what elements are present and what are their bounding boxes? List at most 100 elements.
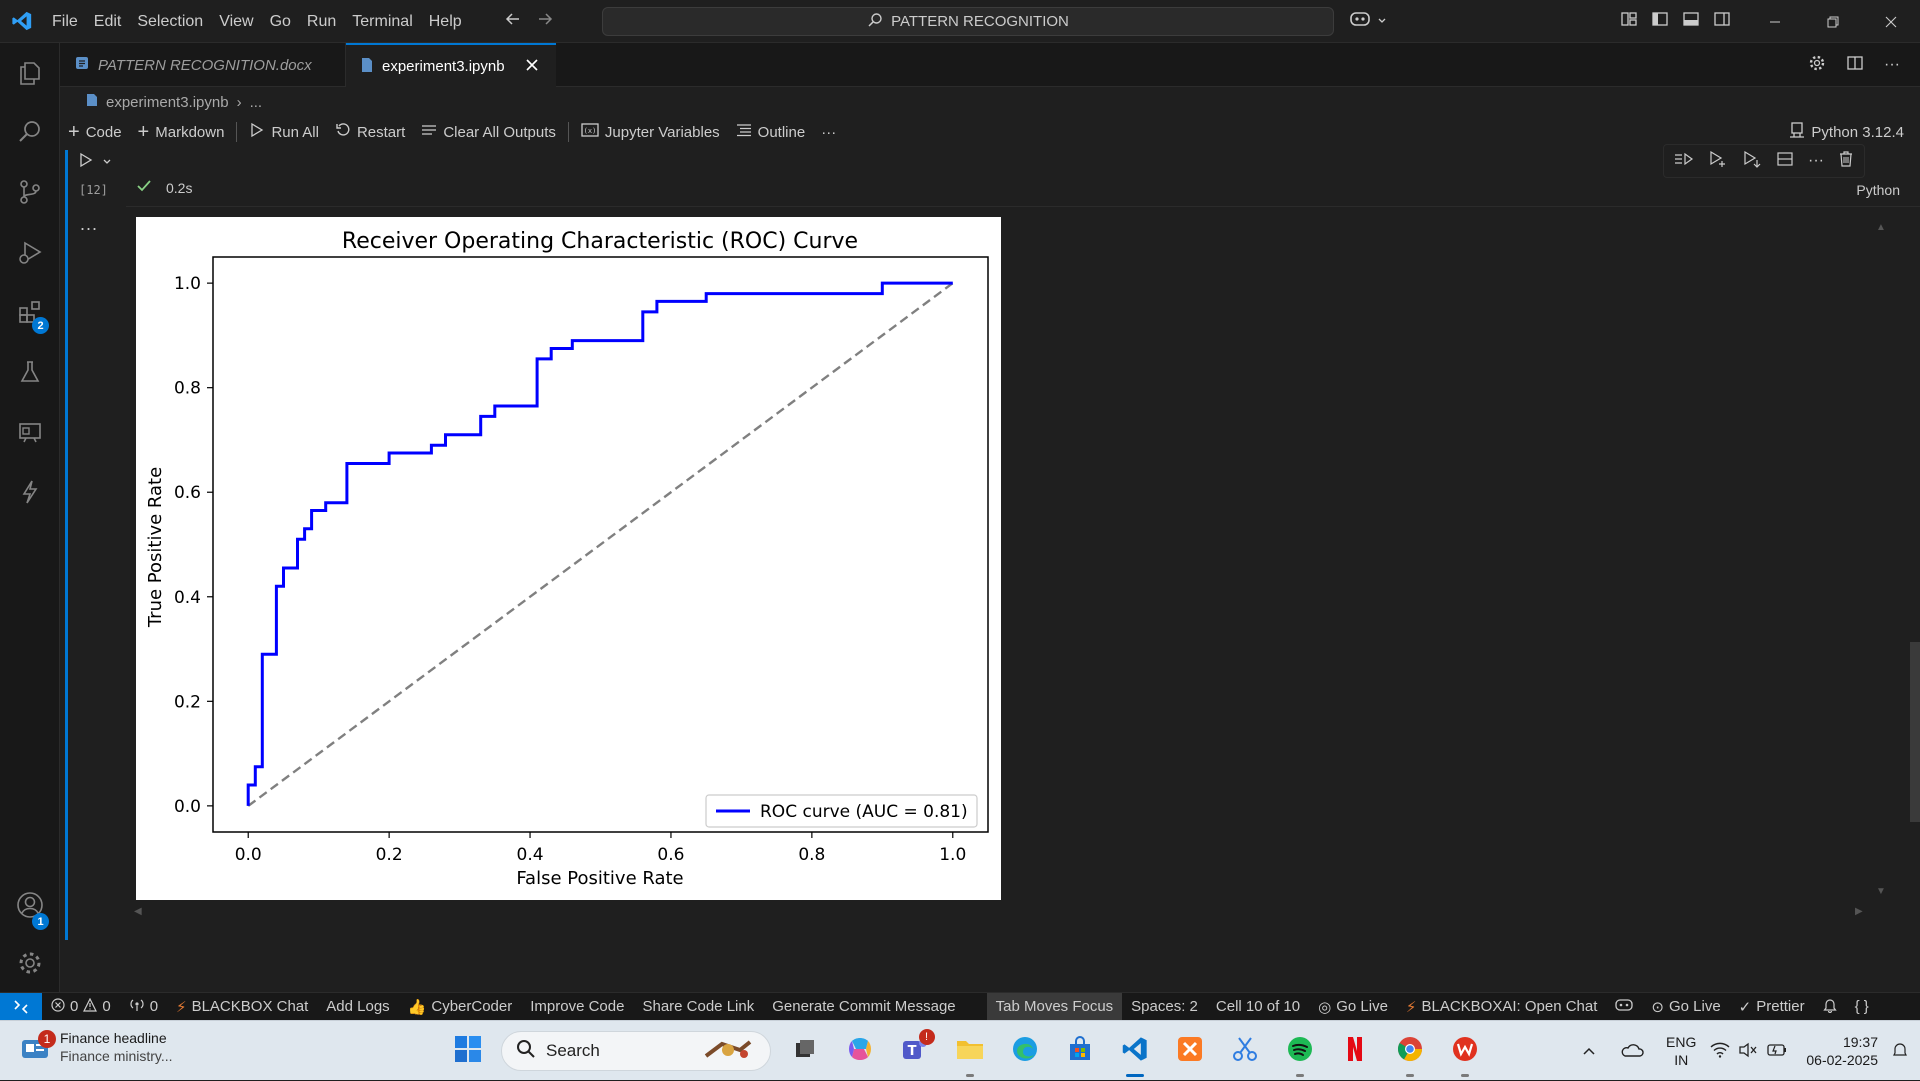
notebook-settings-icon[interactable] <box>1808 54 1826 77</box>
toggle-panel-icon[interactable] <box>1682 10 1700 33</box>
onedrive-icon[interactable] <box>1608 1042 1656 1061</box>
cell-language[interactable]: Python <box>1856 182 1900 198</box>
snipping-tool-app[interactable] <box>1217 1021 1272 1081</box>
share-code-link-item[interactable]: Share Code Link <box>633 993 763 1021</box>
notification-center-icon[interactable] <box>1888 1042 1920 1061</box>
cybercoder-item[interactable]: 👍 CyberCoder <box>399 993 522 1021</box>
kernel-picker[interactable]: Python 3.12.4 <box>1789 116 1904 148</box>
xampp-app[interactable] <box>1162 1021 1217 1081</box>
menu-go[interactable]: Go <box>269 12 291 30</box>
run-above-icon[interactable] <box>1674 151 1694 172</box>
restore-icon[interactable] <box>1804 0 1862 43</box>
go-live-item-2[interactable]: ⊙ Go Live <box>1642 993 1729 1021</box>
search-icon[interactable] <box>0 104 60 160</box>
copilot-menu[interactable] <box>1349 0 1387 43</box>
restart-button[interactable]: Restart <box>327 116 413 148</box>
chevron-down-icon[interactable] <box>102 154 112 172</box>
netflix-app[interactable] <box>1327 1021 1382 1081</box>
add-markdown-button[interactable]: + Markdown <box>130 116 233 148</box>
accounts-icon[interactable]: 1 <box>0 877 60 933</box>
blackbox-open-chat-item[interactable]: ⚡ BLACKBOXAI: Open Chat <box>1397 993 1606 1021</box>
battery-icon[interactable] <box>1762 1042 1796 1061</box>
teams-app[interactable]: T! <box>887 1021 942 1081</box>
copilot-app[interactable] <box>832 1021 887 1081</box>
input-language[interactable]: ENG IN <box>1656 1033 1706 1069</box>
tab-pattern-recognition-docx[interactable]: PATTERN RECOGNITION.docx <box>60 43 346 87</box>
jupyter-variables-button[interactable]: (x) Jupyter Variables <box>573 116 728 148</box>
customize-layout-icon[interactable] <box>1620 10 1638 33</box>
delete-cell-icon[interactable] <box>1838 150 1854 172</box>
file-explorer-app[interactable] <box>942 1021 997 1081</box>
forward-arrow-icon[interactable] <box>536 10 554 33</box>
chrome-app[interactable] <box>1382 1021 1437 1081</box>
spotify-app[interactable] <box>1272 1021 1327 1081</box>
start-button[interactable] <box>440 1021 495 1081</box>
chevron-up-icon[interactable] <box>1570 1043 1608 1059</box>
wifi-icon[interactable] <box>1706 1042 1734 1061</box>
breadcrumb-rest[interactable]: ... <box>249 93 263 111</box>
settings-gear-icon[interactable] <box>0 935 60 991</box>
news-widget[interactable]: 1 Finance headline Finance ministry... <box>20 1029 173 1065</box>
scroll-left-icon[interactable]: ◀ <box>134 906 142 917</box>
improve-code-item[interactable]: Improve Code <box>521 993 633 1021</box>
tab-experiment3-ipynb[interactable]: experiment3.ipynb <box>346 43 556 88</box>
commit-message-item[interactable]: Generate Commit Message <box>763 993 964 1021</box>
split-editor-icon[interactable] <box>1846 54 1864 77</box>
close-window-icon[interactable] <box>1862 0 1920 43</box>
menu-run[interactable]: Run <box>306 12 337 30</box>
add-logs-item[interactable]: Add Logs <box>317 993 398 1021</box>
remote-indicator[interactable] <box>0 992 42 1021</box>
minimize-icon[interactable] <box>1746 0 1804 43</box>
scroll-up-icon[interactable]: ▲ <box>1876 222 1886 233</box>
run-all-button[interactable]: Run All <box>241 116 327 148</box>
cell-position-item[interactable]: Cell 10 of 10 <box>1207 993 1309 1021</box>
language-mode-item[interactable]: { } <box>1846 993 1878 1021</box>
close-icon[interactable] <box>525 58 539 76</box>
menu-edit[interactable]: Edit <box>93 12 122 30</box>
output-more-button[interactable]: ... <box>80 214 99 234</box>
taskbar-search[interactable]: Search <box>501 1031 771 1071</box>
scroll-right-icon[interactable]: ▶ <box>1855 906 1863 917</box>
speaker-muted-icon[interactable] <box>1734 1042 1762 1061</box>
menu-terminal[interactable]: Terminal <box>352 12 413 30</box>
remote-explorer-icon[interactable] <box>0 404 60 460</box>
back-arrow-icon[interactable] <box>504 10 522 33</box>
source-control-icon[interactable] <box>0 164 60 220</box>
split-cell-icon[interactable] <box>1776 151 1794 172</box>
outline-button[interactable]: Outline <box>728 116 814 148</box>
toggle-secondary-sidebar-icon[interactable] <box>1713 10 1731 33</box>
vscode-app[interactable] <box>1107 1021 1162 1081</box>
add-code-button[interactable]: + Code <box>60 116 130 148</box>
ms-store-app[interactable] <box>1052 1021 1107 1081</box>
scroll-down-icon[interactable]: ▼ <box>1876 886 1886 897</box>
toggle-primary-sidebar-icon[interactable] <box>1651 10 1669 33</box>
cell-more-icon[interactable]: ··· <box>1808 152 1824 169</box>
command-center[interactable]: PATTERN RECOGNITION <box>602 7 1334 36</box>
run-debug-icon[interactable] <box>0 224 60 280</box>
blackbox-chat-item[interactable]: ⚡ BLACKBOX Chat <box>167 993 317 1021</box>
more-actions-icon[interactable]: ··· <box>1884 56 1900 73</box>
clock[interactable]: 19:37 06-02-2025 <box>1796 1033 1888 1069</box>
explorer-icon[interactable] <box>0 45 60 101</box>
run-cell-and-below-icon[interactable] <box>1742 150 1762 173</box>
problems-indicator[interactable]: 0 0 <box>42 993 120 1021</box>
blackbox-icon[interactable] <box>0 464 60 520</box>
execute-cell-button[interactable] <box>78 152 112 173</box>
copilot-status-item[interactable] <box>1606 993 1642 1021</box>
breadcrumb-file[interactable]: experiment3.ipynb <box>106 93 229 111</box>
notifications-item[interactable] <box>1814 993 1846 1021</box>
edge-app[interactable] <box>997 1021 1052 1081</box>
task-view-button[interactable] <box>777 1021 832 1081</box>
go-live-item[interactable]: ◎ Go Live <box>1309 993 1397 1021</box>
tab-focus-item[interactable]: Tab Moves Focus <box>986 992 1123 1021</box>
indentation-item[interactable]: Spaces: 2 <box>1122 993 1207 1021</box>
prettier-item[interactable]: ✓ Prettier <box>1730 993 1814 1021</box>
clear-outputs-button[interactable]: Clear All Outputs <box>413 116 564 148</box>
vertical-scrollbar[interactable] <box>1910 642 1920 822</box>
testing-icon[interactable] <box>0 344 60 400</box>
menu-selection[interactable]: Selection <box>137 12 204 30</box>
menu-file[interactable]: File <box>52 12 78 30</box>
toolbar-more-button[interactable]: ··· <box>813 116 844 148</box>
run-below-icon[interactable] <box>1708 150 1728 173</box>
menu-view[interactable]: View <box>219 12 254 30</box>
